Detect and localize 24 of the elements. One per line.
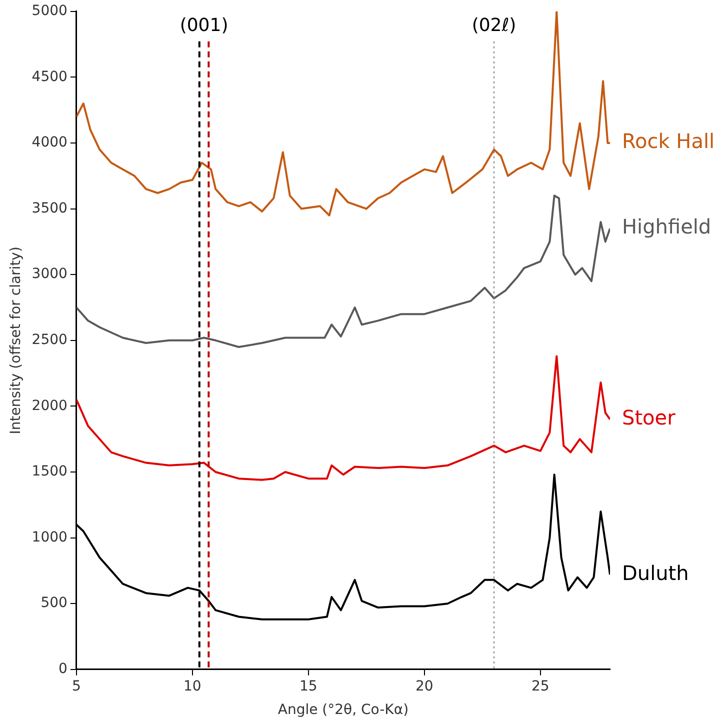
x-axis-title: Angle (°2θ, Co-Kα) xyxy=(278,702,409,718)
y-tick-label: 0 xyxy=(58,661,68,678)
series-label: Highfield xyxy=(622,214,712,239)
y-tick-label: 4500 xyxy=(32,68,68,85)
x-tick-label: 10 xyxy=(184,678,202,694)
y-axis-title: Intensity (offset for clarity) xyxy=(8,246,24,434)
y-tick-label: 1000 xyxy=(32,529,68,546)
y-tick-label: 500 xyxy=(40,595,68,612)
x-tick-label: 25 xyxy=(531,678,550,694)
x-tick-label: 5 xyxy=(72,678,81,694)
ref-line-label: (02ℓ) xyxy=(472,15,516,36)
y-tick-label: 2000 xyxy=(32,398,68,414)
series-label: Stoer xyxy=(622,406,676,430)
series-label: Rock Hall xyxy=(622,129,715,154)
annotation: (001) xyxy=(180,15,228,36)
x-tick-label: 20 xyxy=(415,678,434,694)
y-tick-label: 5000 xyxy=(32,3,68,20)
y-tick-label: 1500 xyxy=(32,464,68,480)
series-label: Duluth xyxy=(622,560,689,585)
y-tick-label: 3000 xyxy=(32,266,68,282)
x-tick-label: 15 xyxy=(300,678,318,694)
y-tick-label: 2500 xyxy=(32,332,68,348)
y-tick-label: 4000 xyxy=(32,134,68,151)
y-tick-label: 3500 xyxy=(32,200,68,216)
